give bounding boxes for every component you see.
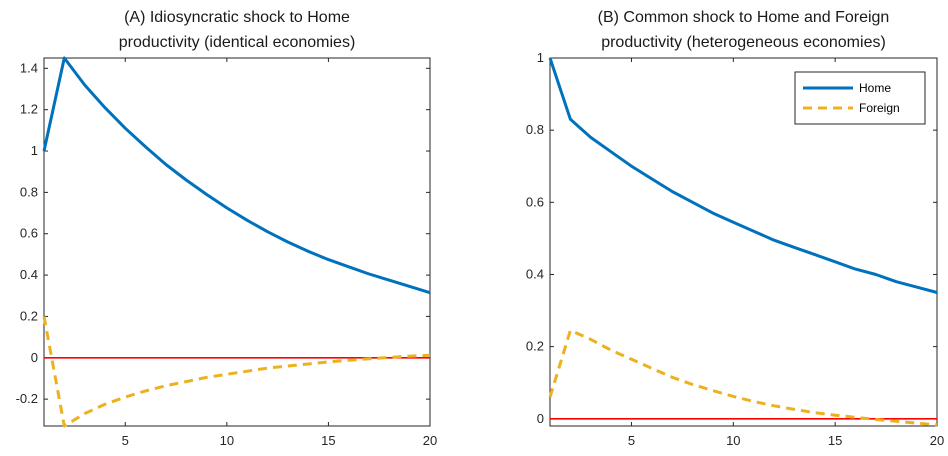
y-tick-label: 0.8 [526,122,544,137]
panel-b-chart: (B) Common shock to Home and Foreign prod… [526,9,944,448]
x-tick-label: 20 [930,433,944,448]
y-tick-label: 0.4 [526,266,544,281]
x-tick-label: 5 [628,433,635,448]
y-tick-label: 0.6 [20,226,38,241]
y-tick-label: 0.4 [20,267,38,282]
panel-a-chart: (A) Idiosyncratic shock to Home productiv… [16,9,438,448]
legend-box [794,71,926,125]
plot-area-frame [549,57,938,427]
y-tick-label: 1.4 [20,60,38,75]
b-series-home-line [548,57,938,294]
y-tick-label: -0.2 [16,391,38,406]
chart-title-line: productivity (heterogeneous economies) [601,34,886,51]
y-tick-label: 0.6 [526,194,544,209]
y-tick-label: 0.2 [526,339,544,354]
plot-area-frame [43,57,431,427]
y-tick-label: 0.8 [20,184,38,199]
y-tick-label: 1 [31,143,38,158]
chart-title-line: (B) Common shock to Home and Foreign [598,9,890,26]
x-tick-label: 20 [423,433,437,448]
legend-label-foreign: Foreign [859,101,900,115]
y-tick-label: 0 [537,411,544,426]
chart-title-line: productivity (identical economies) [119,34,356,51]
b-series-foreign-line [548,328,938,427]
y-tick-label: 1 [537,50,544,65]
x-tick-label: 5 [122,433,129,448]
a-series-foreign-line [42,316,431,428]
y-tick-label: 0 [31,350,38,365]
x-tick-label: 10 [726,433,740,448]
x-tick-label: 15 [321,433,335,448]
a-series-home-line [42,56,431,295]
legend-label-home: Home [859,81,891,95]
chart-title-line: (A) Idiosyncratic shock to Home [124,9,350,26]
x-tick-label: 10 [220,433,234,448]
y-tick-label: 1.2 [20,102,38,117]
y-tick-label: 0.2 [20,308,38,323]
x-tick-label: 15 [828,433,842,448]
